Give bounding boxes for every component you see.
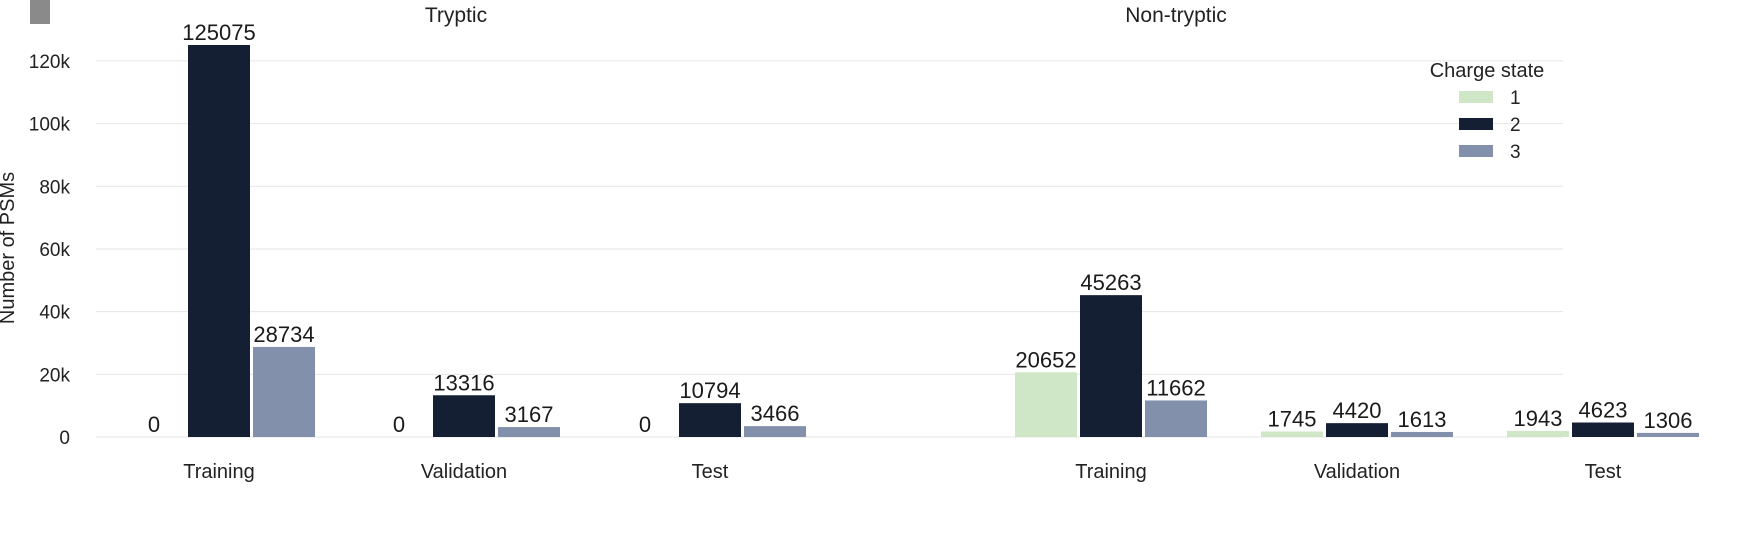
data-label: 0 xyxy=(639,412,651,437)
legend-entry-label: 3 xyxy=(1510,142,1521,163)
data-label: 45263 xyxy=(1080,270,1141,295)
panel-non-tryptic: Non-tryptic Training 20652 45263 11662 Valida… xyxy=(1015,4,1699,483)
legend-title: Charge state xyxy=(1430,60,1545,82)
bar-series-1 xyxy=(1261,431,1323,437)
panel-title: Tryptic xyxy=(425,4,487,27)
data-label: 13316 xyxy=(433,370,494,395)
category-label: Test xyxy=(1585,461,1622,483)
data-label: 4420 xyxy=(1333,398,1382,423)
data-label: 3167 xyxy=(505,402,554,427)
panel-tryptic: Tryptic Training 0 125075 28734 Validation 0 13… xyxy=(148,4,806,483)
bar-series-2 xyxy=(1572,422,1634,437)
y-tick-label: 20k xyxy=(39,365,70,386)
y-tick-label: 80k xyxy=(39,177,70,198)
data-label: 1613 xyxy=(1398,407,1447,432)
bar-series-2 xyxy=(188,45,250,437)
data-label: 11662 xyxy=(1146,375,1206,400)
bar-series-2 xyxy=(679,403,741,437)
bar-series-1 xyxy=(1507,430,1569,437)
category-label: Validation xyxy=(421,461,507,483)
bar-series-3 xyxy=(1391,431,1453,437)
data-label: 1745 xyxy=(1268,407,1317,432)
category-label: Validation xyxy=(1314,461,1400,483)
category-label: Training xyxy=(183,461,255,483)
data-label: 125075 xyxy=(182,20,255,45)
bar-series-2 xyxy=(433,395,495,437)
legend-swatch xyxy=(1459,118,1493,130)
y-tick-label: 100k xyxy=(29,115,71,136)
legend: Charge state 1 2 3 xyxy=(1430,60,1545,163)
panel-title: Non-tryptic xyxy=(1125,4,1227,27)
category-label: Training xyxy=(1075,461,1147,483)
y-tick-label: 120k xyxy=(29,52,71,73)
bar-series-3 xyxy=(498,427,560,437)
chart-panels: TrypticTraining012507528734Validation013… xyxy=(148,4,1699,483)
data-label: 28734 xyxy=(253,322,314,347)
y-tick-label: 0 xyxy=(59,428,70,449)
data-label: 0 xyxy=(393,412,405,437)
y-tick-label: 60k xyxy=(39,240,70,261)
bar-series-3 xyxy=(744,426,806,437)
gridlines xyxy=(96,60,1563,438)
data-label: 20652 xyxy=(1015,347,1076,372)
bar-series-1 xyxy=(1015,372,1077,437)
bar-series-2 xyxy=(1080,295,1142,437)
legend-swatch xyxy=(1459,145,1493,157)
bar-series-3 xyxy=(1145,400,1207,437)
legend-entry-label: 2 xyxy=(1510,115,1521,136)
bar-series-3 xyxy=(1637,432,1699,437)
legend-swatch xyxy=(1459,91,1493,103)
data-label: 0 xyxy=(148,412,160,437)
data-label: 10794 xyxy=(679,378,740,403)
data-label: 1943 xyxy=(1514,406,1563,431)
bar-series-3 xyxy=(253,346,315,437)
bar-series-2 xyxy=(1326,423,1388,437)
y-tick-label: 40k xyxy=(39,303,70,324)
corner-marker xyxy=(30,0,50,24)
data-label: 1306 xyxy=(1644,408,1693,433)
category-label: Test xyxy=(692,461,729,483)
data-label: 3466 xyxy=(751,401,800,426)
data-label: 4623 xyxy=(1579,398,1628,423)
y-axis-label: Number of PSMs xyxy=(0,172,19,324)
y-axis-ticks: 0 20k 40k 60k 80k 100k 120k xyxy=(29,52,71,449)
legend-entry-label: 1 xyxy=(1510,88,1521,109)
